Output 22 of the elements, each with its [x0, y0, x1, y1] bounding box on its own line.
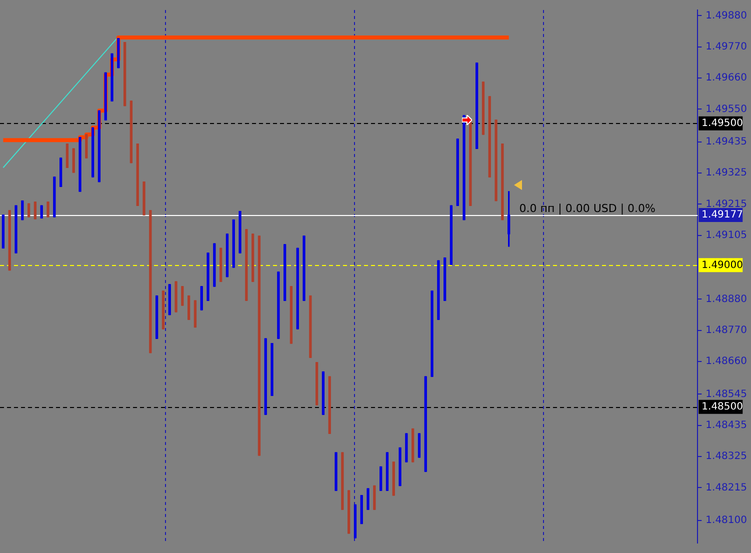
candlestick	[40, 205, 43, 218]
annotation: 0.0 пп | 0.00 USD | 0.0%	[519, 202, 656, 215]
y-tick-label: 1.48215	[706, 482, 748, 494]
y-tick-label: 1.48545	[706, 388, 748, 400]
y-tick-label: 1.48880	[706, 294, 748, 305]
y-tick-label: 1.48100	[706, 514, 748, 526]
y-tick-label: 1.49325	[706, 168, 748, 179]
ref-line-label: 1.48500	[702, 402, 744, 413]
y-tick-label: 1.48435	[706, 420, 748, 431]
ref-line-label: 1.49500	[702, 118, 744, 129]
y-tick-label: 1.49215	[706, 198, 748, 210]
ref-line-label: 1.49000	[702, 260, 744, 271]
ref-line-label: 1.49177	[702, 210, 744, 221]
y-tick-label: 1.49105	[706, 230, 748, 241]
y-tick-label: 1.49880	[706, 10, 748, 22]
y-tick-label: 1.48660	[706, 356, 748, 368]
y-tick-label: 1.49770	[706, 41, 748, 52]
y-tick-label: 1.49550	[706, 104, 748, 115]
y-tick-label: 1.48770	[706, 324, 748, 336]
y-tick-label: 1.49435	[706, 136, 748, 148]
y-tick-label: 1.48325	[706, 451, 748, 462]
y-tick-label: 1.49660	[706, 72, 748, 84]
